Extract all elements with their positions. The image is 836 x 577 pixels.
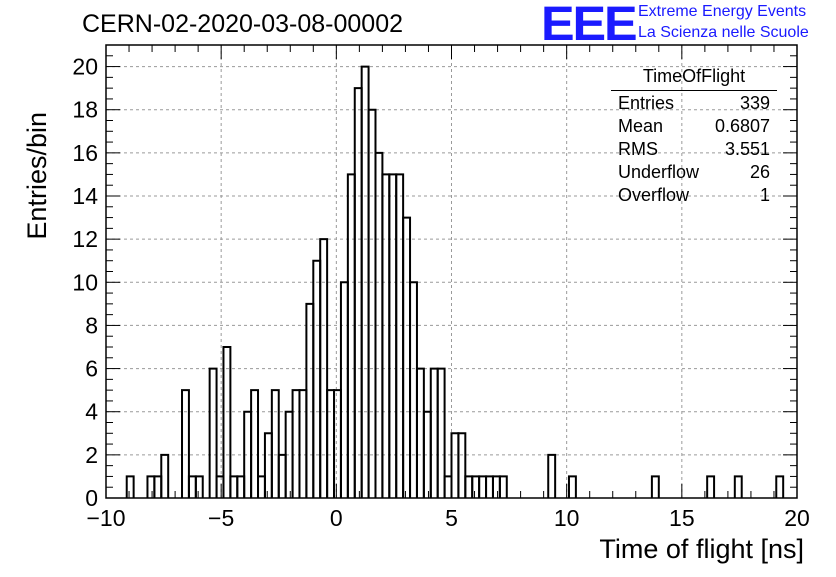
stats-value: 0.6807	[714, 116, 770, 136]
y-tick-label: 14	[72, 183, 98, 209]
stats-title: TimeOfFlight	[642, 66, 746, 86]
y-tick-label: 16	[72, 140, 98, 166]
logo-line1: Extreme Energy Events	[638, 3, 807, 20]
grid-lines	[106, 45, 797, 498]
x-tick-label: −10	[86, 505, 125, 531]
histogram-bin	[208, 367, 218, 498]
histogram-series	[125, 65, 785, 498]
histogram-bin	[381, 173, 391, 498]
histogram-bin	[367, 108, 377, 498]
histogram-bin	[215, 475, 225, 498]
stats-key: Underflow	[618, 162, 700, 182]
histogram-bin	[187, 475, 197, 498]
x-tick-label: −5	[208, 505, 234, 531]
histogram-bin	[567, 475, 577, 498]
histogram-bin	[436, 367, 446, 498]
y-tick-label: 6	[85, 356, 98, 382]
stats-value: 3.551	[724, 139, 770, 159]
y-tick-label: 10	[72, 269, 98, 295]
stats-value: 339	[739, 93, 770, 113]
histogram-bin	[181, 389, 190, 498]
histogram-bin	[388, 173, 398, 498]
histogram-bin	[491, 475, 501, 498]
stats-divider	[611, 90, 777, 91]
histogram-bin	[270, 389, 280, 498]
histogram-bin	[277, 453, 287, 498]
histogram-bin	[415, 367, 425, 498]
histogram-bin	[775, 475, 785, 498]
histogram-bin	[650, 475, 660, 498]
eee-logo: EEE	[541, 0, 638, 51]
histogram-bin	[409, 281, 418, 498]
x-tick-label: 0	[330, 505, 343, 531]
histogram-bin	[478, 475, 488, 498]
y-tick-label: 20	[72, 54, 98, 80]
histogram-bin	[160, 453, 170, 498]
histogram-bin	[339, 281, 349, 498]
histogram-bin	[353, 87, 363, 498]
x-tick-label: 20	[784, 505, 810, 531]
histogram-bin	[498, 475, 508, 498]
histogram-bin	[450, 432, 460, 498]
histogram-bin	[443, 475, 453, 498]
histogram-bin	[319, 238, 329, 498]
histogram-bin	[194, 475, 204, 498]
histogram-bin	[153, 475, 163, 498]
histogram-bin	[125, 475, 135, 498]
stats-key: Mean	[618, 116, 664, 136]
stats-value: 26	[749, 162, 770, 182]
y-tick-label: 8	[85, 312, 98, 338]
y-axis-label: Entries/bin	[22, 112, 52, 240]
stats-key: RMS	[618, 139, 658, 159]
histogram-bin	[229, 475, 239, 498]
x-tick-label: 15	[669, 505, 695, 531]
histogram-bin	[236, 475, 246, 498]
histogram-bin	[305, 302, 315, 498]
stats-row-mean: Mean 0.6807	[618, 116, 770, 138]
stats-row-rms: RMS 3.551	[618, 139, 770, 161]
x-tick-label: 5	[445, 505, 458, 531]
histogram-bin	[326, 389, 336, 498]
stats-row-entries: Entries 339	[618, 93, 770, 115]
histogram-bin	[471, 475, 481, 498]
histogram-bin	[706, 475, 716, 498]
histogram-bin	[464, 475, 474, 498]
axis-ticks	[105, 44, 798, 499]
stats-row-underflow: Underflow 26	[618, 162, 770, 184]
y-tick-label: 18	[72, 97, 98, 123]
stats-box: TimeOfFlight Entries 339 Mean 0.6807 RMS…	[611, 66, 777, 210]
tick-labels: −10 −5 0 5 10 15 20 0 2 4 6 8 10 12 14 16 18 20	[72, 54, 809, 531]
histogram-bin	[485, 475, 494, 498]
histogram-bin	[333, 389, 342, 498]
stats-value: 1	[759, 185, 770, 205]
stats-row-overflow: Overflow 1	[618, 185, 770, 207]
x-axis-label: Time of flight [ns]	[599, 534, 804, 564]
logo-line2: La Scienza nelle Scuole	[638, 24, 809, 41]
histogram-bin	[250, 389, 260, 498]
y-tick-label: 2	[85, 442, 98, 468]
stats-key: Overflow	[618, 185, 690, 205]
histogram-bin	[291, 389, 301, 498]
x-tick-label: 10	[554, 505, 580, 531]
histogram-bin	[222, 346, 232, 498]
y-tick-label: 4	[85, 399, 98, 425]
y-tick-label: 12	[72, 226, 98, 252]
histogram-bin	[298, 389, 308, 498]
stats-key: Entries	[618, 93, 675, 113]
histogram-bin	[547, 453, 557, 498]
histogram-bin	[346, 173, 356, 498]
histogram-bin	[312, 259, 322, 498]
run-title: CERN-02-2020-03-08-00002	[82, 10, 404, 38]
histogram-bin	[257, 475, 266, 498]
histogram-bin	[402, 216, 412, 498]
histogram-bin	[733, 475, 743, 498]
histogram-bin	[146, 475, 156, 498]
y-tick-label: 0	[85, 485, 98, 511]
histogram-bin	[263, 432, 273, 498]
histogram-bin	[457, 432, 467, 498]
histogram-bin	[429, 367, 439, 498]
histogram-bin	[395, 173, 405, 498]
